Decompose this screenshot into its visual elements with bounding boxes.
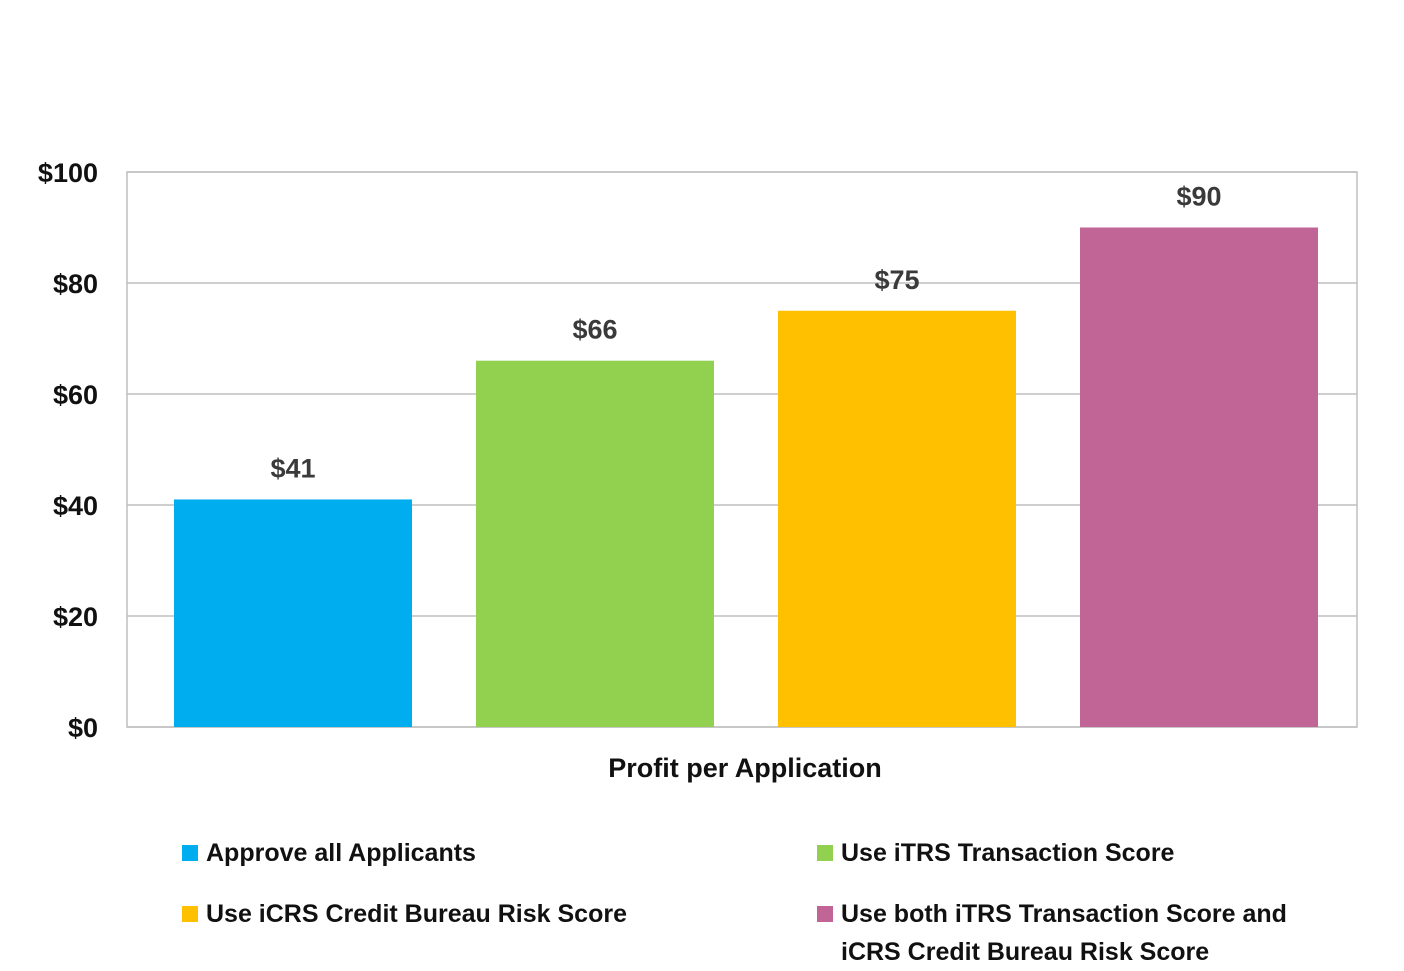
y-tick-label: $20 <box>53 602 98 632</box>
bar-value-label: $90 <box>1176 182 1221 212</box>
x-axis-label: Profit per Application <box>608 753 882 783</box>
y-tick-label: $100 <box>38 158 98 188</box>
y-tick-label: $0 <box>68 713 98 743</box>
bar <box>1080 227 1318 727</box>
y-tick-label: $80 <box>53 269 98 299</box>
bar-value-label: $41 <box>270 453 315 483</box>
bar-value-label: $75 <box>874 265 919 295</box>
y-axis-ticks: $0 $20 $40 $60 $80 $100 <box>38 158 98 743</box>
y-tick-label: $60 <box>53 380 98 410</box>
bar-value-label: $66 <box>572 315 617 345</box>
data-labels: $41 $66 $75 $90 <box>270 182 1221 484</box>
y-tick-label: $40 <box>53 491 98 521</box>
bars <box>174 227 1318 727</box>
bar <box>476 360 714 727</box>
bar <box>174 499 412 727</box>
bar <box>778 310 1016 727</box>
